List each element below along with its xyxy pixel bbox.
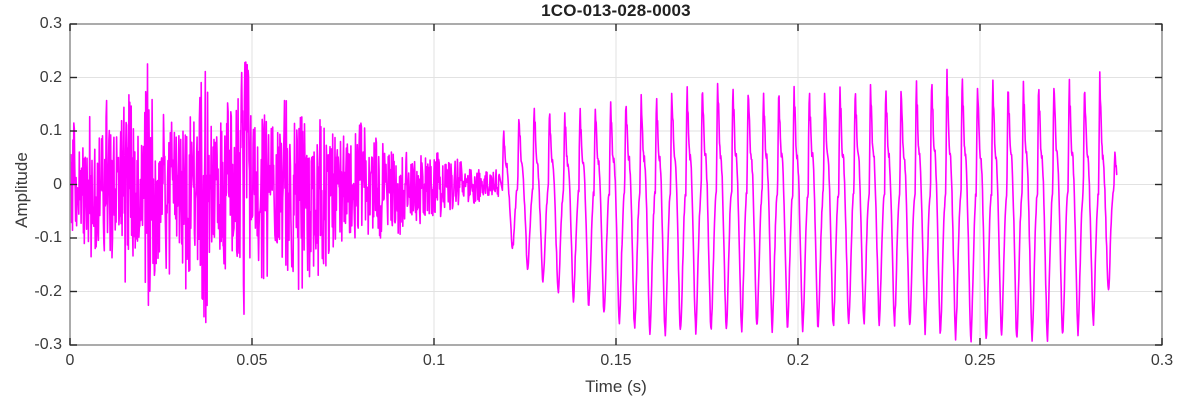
y-tick-label: 0.3 (39, 15, 62, 32)
y-tick-label: 0 (53, 175, 62, 193)
x-tick-label: 0 (65, 352, 75, 369)
x-tick-label: 0.1 (422, 352, 446, 369)
x-tick-label: 0.15 (600, 352, 632, 369)
x-axis-label: Time (s) (585, 377, 647, 396)
y-tick-label: -0.1 (34, 229, 62, 246)
x-tick-label: 0.25 (964, 352, 996, 369)
y-tick-label: 0.1 (39, 122, 62, 139)
y-tick-label: -0.3 (34, 336, 62, 353)
waveform-line (70, 61, 1118, 343)
y-tick-label: 0.2 (39, 68, 62, 86)
y-tick-label: -0.2 (34, 282, 62, 300)
x-tick-label: 0.05 (236, 352, 268, 369)
x-tick-label: 0.3 (1150, 352, 1174, 369)
x-tick-label: 0.2 (786, 352, 810, 369)
chart-title: 1CO-013-028-0003 (541, 1, 691, 20)
